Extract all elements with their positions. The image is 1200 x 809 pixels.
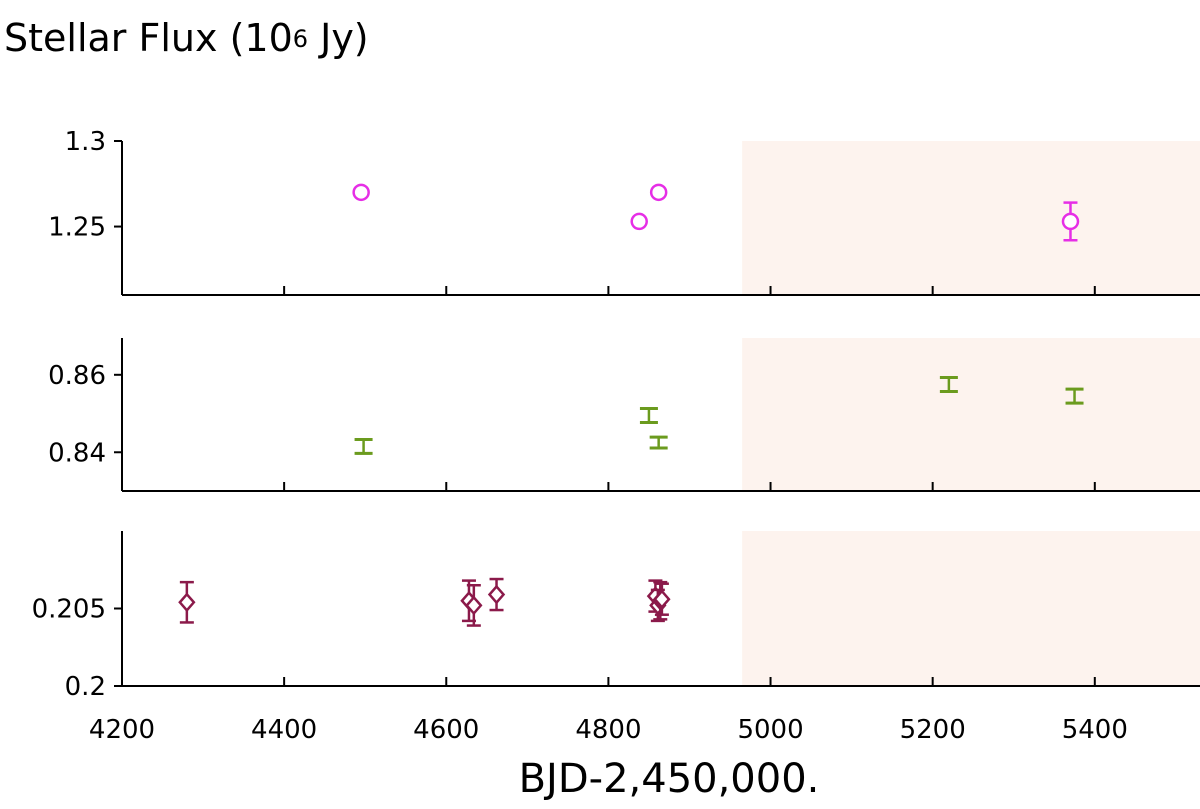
point-marker: [487, 584, 506, 605]
x-axis-label: BJD-2,450,000.: [518, 756, 820, 802]
data-point: [178, 580, 196, 624]
panel-2: 0.84 0.86: [48, 338, 1200, 492]
x-tick-label: 4400: [251, 715, 317, 745]
data-point: [465, 584, 483, 627]
y-tick-label: 0.84: [48, 438, 106, 468]
y-tick-label: 0.86: [48, 361, 106, 391]
panel-1: 1.25 1.3: [48, 127, 1200, 296]
point-marker: [1061, 212, 1080, 231]
point-marker: [178, 592, 196, 613]
x-tick-label: 5400: [1062, 715, 1128, 745]
y-tick-label: 0.2: [65, 672, 106, 702]
y-tick-label: 1.3: [65, 127, 106, 157]
data-point: [639, 406, 658, 424]
data-point: [649, 183, 668, 202]
data-point: [1061, 201, 1080, 242]
data-point: [939, 376, 958, 393]
y-tick-label: 0.205: [32, 595, 106, 625]
x-tick-label: 4600: [413, 715, 479, 745]
highlight-region: [742, 531, 1200, 686]
chart-title-suffix: Jy): [308, 16, 369, 60]
data-point: [352, 183, 370, 202]
point-marker: [352, 183, 370, 202]
highlight-region: [742, 141, 1200, 295]
x-tick-label: 5200: [900, 715, 966, 745]
panel-3: 0.2 0.205: [32, 531, 1200, 702]
data-point: [653, 582, 671, 616]
data-point: [649, 435, 668, 450]
data-point: [487, 577, 506, 612]
x-tick-label: 4800: [575, 715, 641, 745]
point-marker: [465, 595, 483, 616]
x-tick-label: 5000: [737, 715, 803, 745]
data-point: [1065, 387, 1084, 405]
highlight-region: [742, 338, 1200, 491]
data-point: [630, 212, 648, 231]
x-tick-label: 4200: [89, 715, 155, 745]
chart-title: Stellar Flux (106 Jy): [4, 16, 369, 62]
data-point: [354, 437, 373, 455]
chart-title-prefix: Stellar Flux (10: [4, 16, 293, 60]
point-marker: [630, 212, 648, 231]
chart-title-exponent: 6: [292, 25, 309, 53]
point-marker: [653, 589, 671, 610]
y-tick-label: 1.25: [48, 213, 106, 243]
point-marker: [649, 183, 668, 202]
